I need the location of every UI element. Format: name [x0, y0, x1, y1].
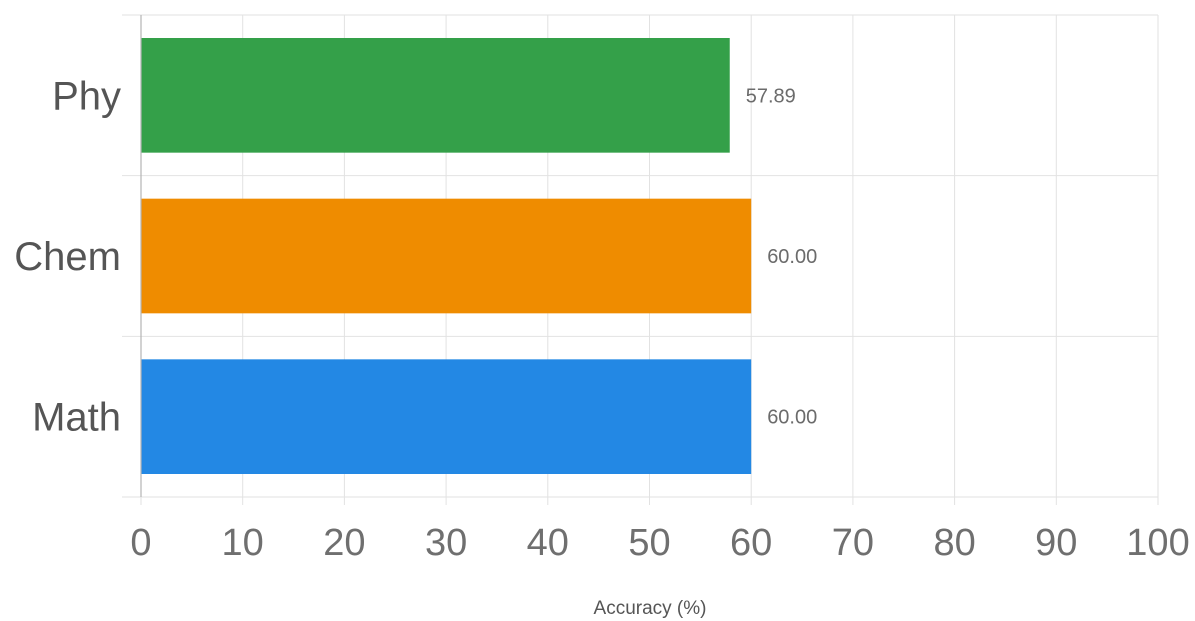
value-label-phy: 57.89: [746, 85, 796, 107]
x-tick-label-70: 70: [832, 522, 874, 564]
bars: [141, 38, 752, 474]
x-tick-label-90: 90: [1035, 522, 1077, 564]
x-tick-label-0: 0: [130, 522, 151, 564]
value-labels: 57.89 60.00 60.00: [746, 85, 818, 428]
x-tick-label-50: 50: [628, 522, 670, 564]
value-label-chem: 60.00: [767, 246, 817, 268]
x-axis-title: Accuracy (%): [594, 598, 707, 619]
bar-chem: [141, 198, 752, 314]
category-label-math: Math: [32, 396, 121, 440]
category-label-phy: Phy: [52, 74, 121, 118]
value-label-math: 60.00: [767, 407, 817, 429]
x-tick-label-10: 10: [222, 522, 264, 564]
bar-math: [141, 359, 752, 474]
category-labels: Phy Chem Math: [14, 74, 121, 439]
x-tick-label-30: 30: [425, 522, 467, 564]
x-tick-label-40: 40: [527, 522, 569, 564]
x-tick-label-20: 20: [323, 522, 365, 564]
bar-phy: [141, 38, 730, 153]
x-tick-label-100: 100: [1126, 522, 1189, 564]
x-tick-label-60: 60: [730, 522, 772, 564]
x-tick-label-80: 80: [933, 522, 975, 564]
x-tick-labels: 0 10 20 30 40 50 60 70 80 90 100: [130, 522, 1189, 564]
category-label-chem: Chem: [14, 235, 121, 279]
axes: [140, 15, 1159, 505]
